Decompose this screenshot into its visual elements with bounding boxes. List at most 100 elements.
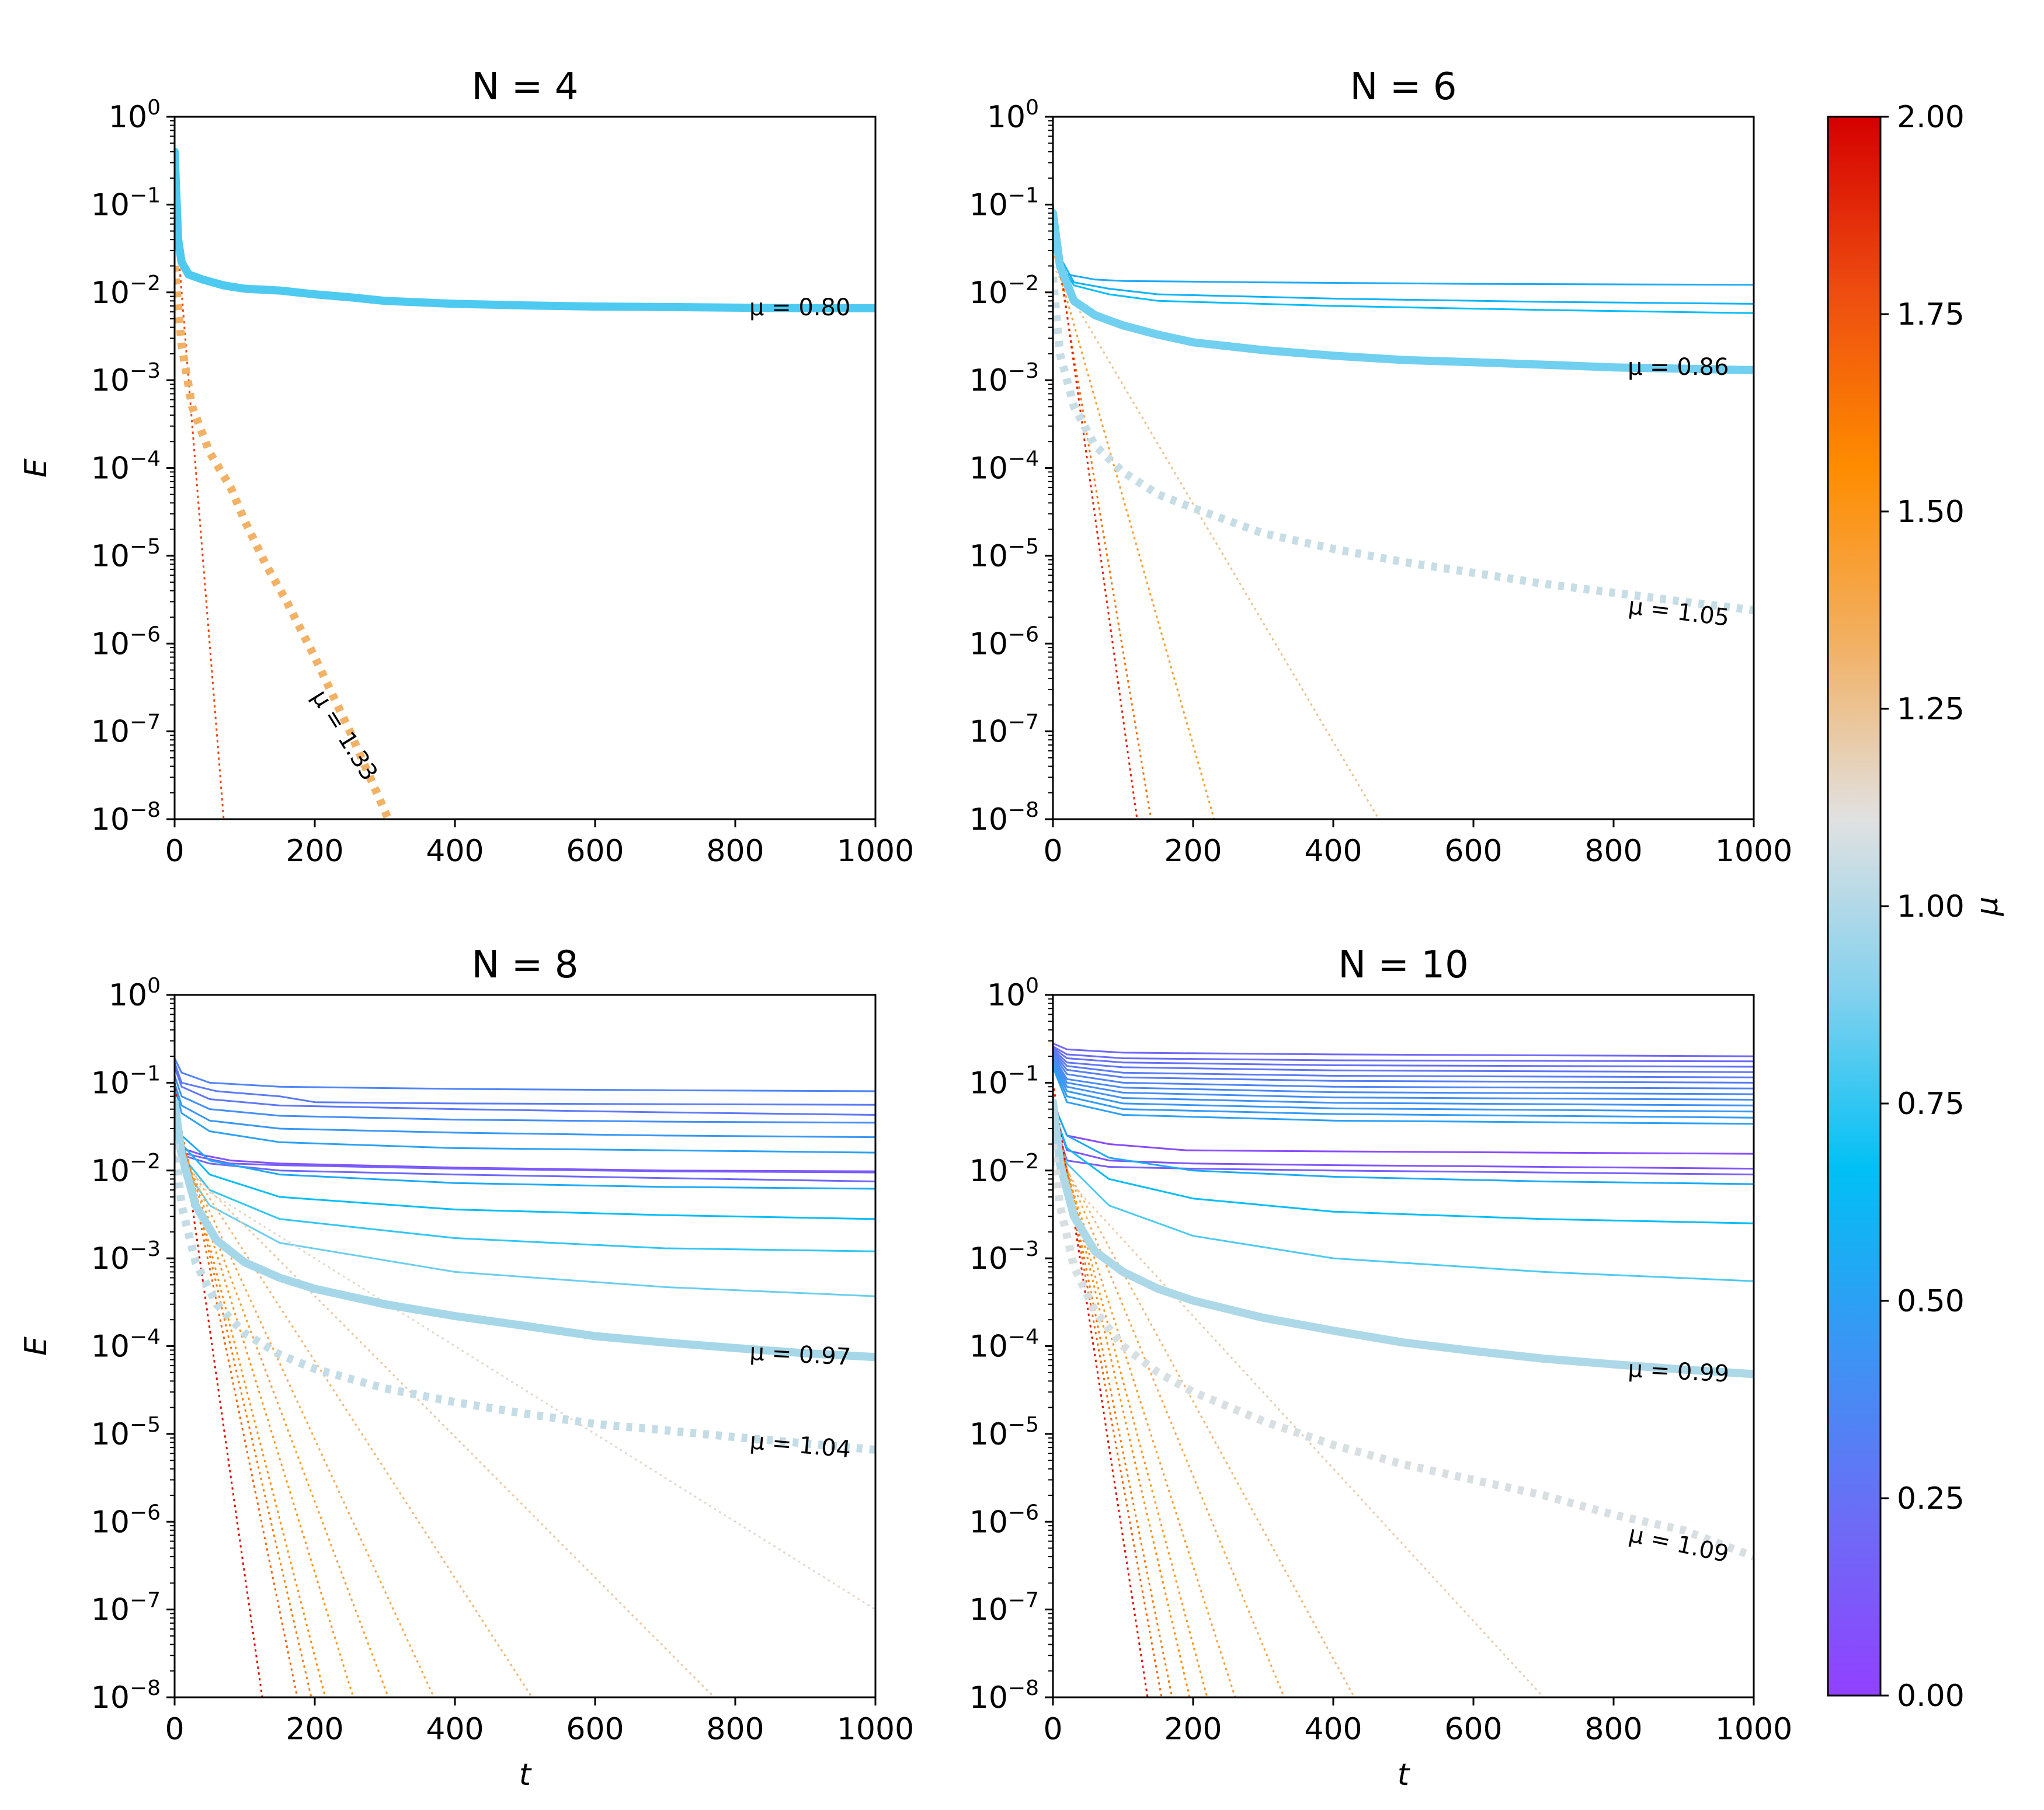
y-tick-label: 10−1	[91, 1061, 161, 1101]
x-axis-label: t	[519, 1757, 532, 1792]
series-line-mu-0_1	[1053, 1108, 1754, 1170]
series-group	[1053, 203, 1754, 819]
colorbar-tick-label: 1.75	[1897, 297, 1965, 332]
x-tick-label: 0	[165, 1712, 184, 1747]
colorbar-tick-label: 1.00	[1897, 889, 1965, 924]
y-tick-label: 10−3	[91, 359, 161, 398]
series-group	[1053, 1042, 1754, 1697]
x-tick-label: 0	[1043, 1712, 1062, 1747]
series-group	[175, 147, 875, 819]
series-line-mu-1_95	[1053, 1082, 1149, 1697]
colorbar-tick-label: 0.00	[1897, 1679, 1965, 1714]
y-tick-label: 10−1	[969, 183, 1039, 222]
y-tick-label: 10−3	[969, 359, 1039, 398]
x-tick-label: 600	[1444, 1712, 1502, 1747]
series-line-mu-0_28	[175, 1066, 875, 1116]
y-tick-label: 10−8	[969, 798, 1039, 837]
x-tick-label: 1000	[1715, 834, 1792, 869]
series-line-mu-0_3	[1053, 1050, 1754, 1078]
series-line-mu-0_47	[1053, 1064, 1754, 1119]
series-line-mu-1_45	[1053, 250, 1215, 819]
series-line-mu-0_86	[1053, 208, 1754, 374]
x-tick-label: 400	[426, 834, 484, 869]
curve-label: μ = 0.99	[1627, 1356, 1730, 1388]
colorbar-label: μ	[1970, 896, 2005, 916]
y-tick-label: 10−5	[969, 535, 1039, 574]
series-line-mu-1_15	[175, 1169, 875, 1610]
y-tick-label: 10−4	[969, 447, 1039, 486]
series-line-mu-0_5	[1053, 1066, 1754, 1125]
colorbar-tick-label: 1.50	[1897, 495, 1965, 530]
subplot-2: 0 200 400 600 800 1000 100 10−1 10−2 10−3 10−4 10−5…	[969, 65, 1792, 869]
y-tick-label: 10−6	[969, 622, 1039, 662]
x-tick-label: 0	[165, 834, 184, 869]
series-line-mu-0_97	[175, 1098, 875, 1362]
x-tick-label: 1000	[1715, 1712, 1792, 1747]
x-tick-label: 800	[1584, 1712, 1642, 1747]
series-line-mu-0_45	[1053, 1061, 1754, 1113]
y-tick-label: 10−1	[91, 183, 161, 222]
subplot-title: N = 8	[472, 944, 579, 987]
series-line-mu-1_95	[175, 1082, 263, 1697]
series-line-mu-0_4	[1053, 1057, 1754, 1101]
series-line-mu-0_38	[1053, 1055, 1754, 1095]
series-line-mu-0_32	[1053, 1052, 1754, 1084]
curve-label: μ = 1.33	[307, 685, 383, 785]
series-line-mu-1_3	[175, 1143, 533, 1697]
x-tick-label: 400	[1304, 1712, 1362, 1747]
x-tick-label: 1000	[837, 1712, 914, 1747]
colorbar: 0.00 0.25 0.50 0.75 1.00 1.25 1.50 1.75 2.00 μ	[1827, 100, 2005, 1714]
y-tick-label: 10−3	[91, 1237, 161, 1276]
x-tick-label: 800	[706, 834, 764, 869]
y-tick-label: 10−6	[91, 622, 161, 662]
series-line-mu-1_7	[1053, 1096, 1163, 1697]
x-tick-label: 600	[566, 834, 624, 869]
curve-label: μ = 1.09	[1626, 1520, 1731, 1568]
series-line-mu-0_1	[175, 1108, 875, 1172]
x-tick-label: 400	[426, 1712, 484, 1747]
x-tick-label: 800	[706, 1712, 764, 1747]
y-tick-label: 10−8	[91, 1676, 161, 1715]
y-tick-label: 100	[109, 96, 161, 135]
colorbar-tick-label: 0.75	[1897, 1087, 1965, 1122]
x-tick-label: 600	[1444, 834, 1502, 869]
subplot-1: 0 200 400 600 800 1000 100 10−1 10−2 10−3 10−4 10−5…	[19, 65, 914, 869]
series-line-mu-1_09	[1053, 1143, 1754, 1561]
series-line-mu-0_85	[175, 1127, 875, 1297]
series-line-mu-0_2	[1053, 1042, 1754, 1057]
y-tick-label: 10−4	[969, 1325, 1039, 1365]
series-line-mu-1_45	[175, 1128, 390, 1697]
y-tick-label: 10−4	[91, 1325, 161, 1365]
subplot-title: N = 4	[472, 65, 579, 109]
y-tick-label: 10−8	[91, 798, 161, 837]
series-line-mu-0_22	[1053, 1045, 1754, 1063]
series-line-mu-0_5	[175, 1085, 875, 1154]
y-axis-label: E	[19, 458, 54, 478]
series-line-mu-0_27	[1053, 1048, 1754, 1073]
y-tick-label: 10−6	[969, 1501, 1039, 1540]
series-group	[175, 1057, 875, 1697]
y-tick-label: 100	[109, 974, 161, 1013]
series-line-mu-0_8	[175, 147, 875, 312]
series-line-mu-0_99	[1053, 1098, 1754, 1379]
x-tick-label: 200	[1164, 1712, 1222, 1747]
series-line-mu-1_38	[1053, 1135, 1285, 1697]
series-line-mu-0_8	[1053, 1116, 1754, 1282]
series-line-mu-0_45	[175, 1081, 875, 1139]
series-line-mu-0_35	[1053, 1053, 1754, 1090]
series-line-mu-1_62	[175, 1102, 312, 1697]
x-tick-label: 200	[286, 1712, 343, 1747]
curve-label: μ = 1.05	[1627, 593, 1731, 632]
series-line-mu-0_35	[175, 1057, 875, 1092]
x-tick-label: 800	[1584, 834, 1642, 869]
y-tick-label: 10−7	[969, 1589, 1039, 1628]
series-line-mu-0_3	[175, 1061, 875, 1106]
series-line-mu-1_5	[175, 1117, 354, 1697]
subplot-title: N = 10	[1338, 944, 1469, 987]
y-tick-label: 10−5	[91, 1413, 161, 1452]
y-axis-label: E	[19, 1336, 54, 1356]
series-line-mu-1_3	[1053, 1143, 1355, 1697]
series-line-mu-0_42	[1053, 1059, 1754, 1106]
colorbar-tick-label: 1.25	[1897, 692, 1965, 727]
x-tick-label: 0	[1043, 834, 1062, 869]
